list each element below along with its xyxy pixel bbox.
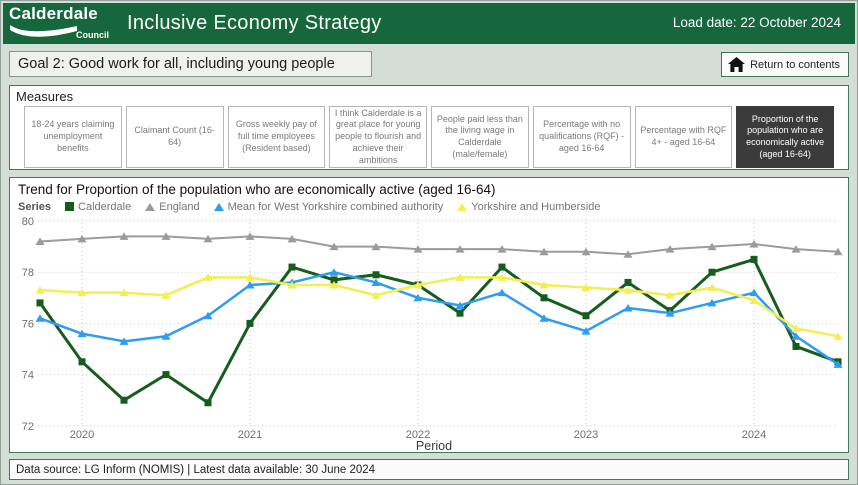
svg-text:2021: 2021	[238, 429, 262, 441]
measure-tab-1[interactable]: 18-24 years claiming unemployment benefi…	[24, 106, 122, 168]
legend-item-label: Yorkshire and Humberside	[471, 200, 601, 213]
svg-text:80: 80	[22, 216, 34, 228]
legend-item-4: Yorkshire and Humberside	[457, 201, 600, 213]
calderdale-council-logo: Calderdale Council	[9, 5, 113, 43]
measure-tab-7[interactable]: Percentage with RQF 4+ - aged 16-64	[634, 106, 733, 168]
logo-swoosh	[10, 24, 77, 37]
measures-panel-title: Measures	[16, 89, 74, 104]
triangle-marker-icon	[213, 202, 224, 211]
svg-text:2023: 2023	[574, 429, 598, 441]
measure-tab-5[interactable]: People paid less than the living wage in…	[431, 106, 529, 168]
measure-tab-2[interactable]: Claimant Count (16-64)	[125, 106, 224, 168]
load-date: Load date: 22 October 2024	[672, 15, 841, 30]
legend-item-1: Calderdale	[65, 201, 131, 213]
measure-tabs: 18-24 years claiming unemployment benefi…	[10, 104, 848, 168]
app-header: Calderdale Council Inclusive Economy Str…	[3, 3, 855, 44]
return-to-contents-label: Return to contents	[750, 58, 840, 71]
chart-panel: Trend for Proportion of the population w…	[9, 177, 849, 453]
svg-text:2024: 2024	[742, 429, 766, 441]
x-axis-label: Period	[416, 439, 452, 451]
goal-title: Goal 2: Good work for all, including you…	[9, 51, 372, 77]
svg-text:72: 72	[22, 421, 34, 433]
triangle-marker-icon	[145, 202, 156, 211]
logo-text-calderdale: Calderdale	[9, 3, 98, 23]
legend-item-label: England	[159, 200, 200, 213]
legend-item-2: England	[145, 200, 200, 213]
svg-text:2022: 2022	[406, 429, 430, 441]
return-to-contents-button[interactable]: Return to contents	[721, 52, 849, 77]
measure-tab-8[interactable]: Proportion of the population who are eco…	[736, 106, 834, 168]
legend-series-label: Series	[18, 200, 52, 213]
svg-text:76: 76	[22, 318, 34, 330]
measure-tab-6[interactable]: Percentage with no qualifications (RQF) …	[532, 106, 631, 168]
square-marker-icon	[65, 202, 75, 211]
svg-text:78: 78	[22, 267, 34, 279]
legend-item-label: Calderdale	[78, 200, 132, 213]
legend-item-label: Mean for West Yorkshire combined authori…	[227, 200, 444, 213]
chart-title: Trend for Proportion of the population w…	[18, 182, 496, 197]
chart-plot: 72 74 76 78 80 2020 2021 2022 2023 2024 Period	[22, 216, 843, 451]
chart-legend: Series Calderdale England Mean for West Yo…	[10, 197, 848, 213]
svg-text:2020: 2020	[70, 429, 94, 441]
measure-tab-4[interactable]: I think Calderdale is a great place for …	[329, 106, 427, 168]
logo-text-council: Council	[76, 29, 109, 40]
home-icon	[728, 57, 746, 72]
measures-panel: Measures 18-24 years claiming unemployme…	[9, 85, 849, 170]
svg-text:74: 74	[22, 370, 34, 382]
data-source-text: Data source: LG Inform (NOMIS) | Latest …	[16, 463, 376, 476]
page-title: Inclusive Economy Strategy	[127, 12, 382, 34]
legend-item-3: Mean for West Yorkshire combined authori…	[213, 200, 444, 213]
triangle-marker-icon	[457, 202, 468, 211]
measure-tab-3[interactable]: Gross weekly pay of full time employees …	[227, 106, 326, 168]
data-source-bar: Data source: LG Inform (NOMIS) | Latest …	[9, 459, 849, 480]
